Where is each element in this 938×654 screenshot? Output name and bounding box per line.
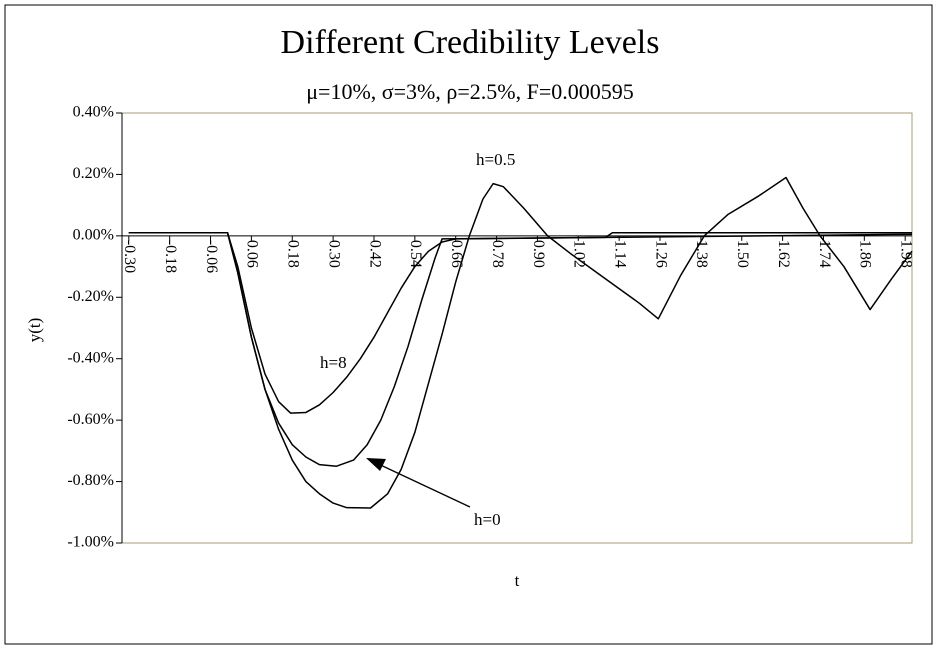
x-tick-label: 1.98: [898, 240, 915, 268]
annotation-arrowhead: [366, 458, 386, 471]
x-tick-label: -0.18: [162, 240, 179, 273]
annotation: h=8: [320, 353, 347, 372]
x-tick-label: 1.86: [857, 240, 874, 268]
x-axis-label: t: [515, 571, 520, 590]
x-tick-label: -0.30: [121, 240, 138, 273]
series-line: [128, 176, 913, 509]
x-tick-label: 1.14: [611, 240, 628, 268]
y-tick-label: -0.20%: [67, 288, 114, 305]
x-tick-label: 0.06: [244, 240, 261, 268]
series-line: [128, 232, 913, 414]
chart-border: [4, 4, 933, 645]
annotation-arrow: [371, 460, 471, 508]
x-tick-label: 1.26: [652, 240, 669, 268]
x-tick-label: 1.62: [775, 240, 792, 268]
y-tick-label: -0.60%: [67, 411, 114, 428]
x-tick-label: 1.02: [571, 240, 588, 268]
x-tick-label: -0.06: [203, 240, 220, 273]
x-tick-label: 0.30: [325, 240, 342, 268]
y-axis-label: y(t): [25, 318, 44, 343]
x-tick-label: 0.66: [448, 240, 465, 268]
x-tick-label: 0.90: [530, 240, 547, 268]
series-line: [128, 232, 912, 467]
x-tick-label: 1.50: [734, 240, 751, 268]
chart-title: Different Credibility Levels: [281, 24, 660, 61]
y-tick-label: 0.20%: [73, 165, 114, 182]
annotation: h=0.5: [476, 150, 515, 169]
x-tick-label: 0.42: [366, 240, 383, 268]
y-tick-label: 0.40%: [73, 104, 114, 121]
y-tick-label: -1.00%: [67, 534, 114, 551]
y-tick-label: 0.00%: [73, 227, 114, 244]
x-tick-label: 1.74: [816, 240, 833, 268]
annotation: h=0: [474, 510, 501, 529]
x-tick-label: 0.78: [489, 240, 506, 268]
x-tick-label: 0.54: [407, 240, 424, 268]
y-tick-label: -0.80%: [67, 472, 114, 489]
y-tick-label: -0.40%: [67, 349, 114, 366]
x-tick-label: 0.18: [285, 240, 302, 268]
x-tick-label: 1.38: [693, 240, 710, 268]
chart-subtitle: μ=10%, σ=3%, ρ=2.5%, F=0.000595: [306, 79, 633, 104]
